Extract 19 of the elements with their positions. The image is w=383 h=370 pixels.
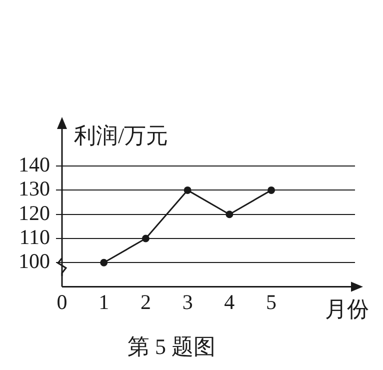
point [268,186,276,194]
x-tick-label: 1 [98,290,110,314]
point [184,186,192,194]
y-tick-label: 120 [18,200,50,225]
point [142,234,150,242]
y-tick-label: 100 [18,249,50,274]
x-tick-label: 3 [182,290,193,314]
point [100,258,108,266]
x-tick-label: 0 [56,290,68,314]
point [226,210,234,218]
x-tick-label: 4 [224,290,236,314]
y-tick-label: 130 [18,176,50,201]
y-tick-label: 140 [18,152,50,177]
x-axis-title: 月份 [325,296,369,322]
text: 第 5 题图 [128,334,216,359]
x-tick-label: 2 [140,290,151,314]
x-tick-label: 5 [266,290,277,314]
y-tick-label: 110 [19,225,50,250]
y-axis-title: 利润/万元 [74,122,168,148]
